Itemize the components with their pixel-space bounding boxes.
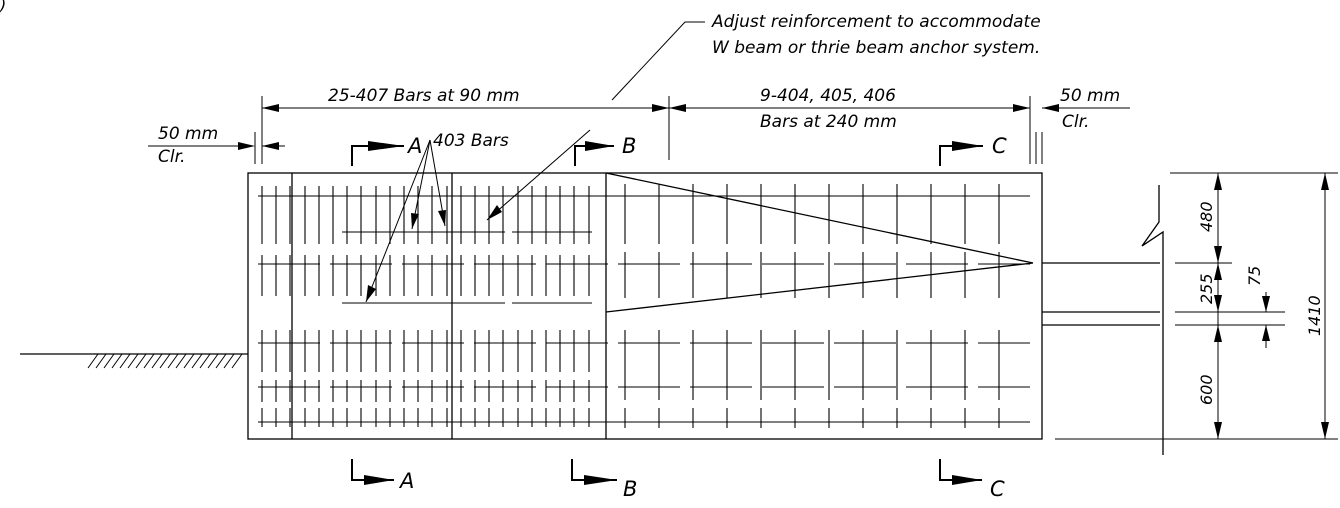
beam-break-line — [1042, 185, 1164, 455]
soil-hatch-stroke — [127, 353, 139, 369]
soil-hatch-stroke — [143, 353, 155, 369]
ground-line — [20, 353, 248, 369]
soil-hatch-stroke — [87, 353, 99, 369]
soil-hatch-stroke — [223, 353, 235, 369]
dim-480-label: 480 — [1197, 201, 1216, 232]
soil-hatch-stroke — [183, 353, 195, 369]
soil-hatch-stroke — [95, 353, 107, 369]
dim-bars-404-label-line1: 9-404, 405, 406 — [760, 86, 896, 106]
dim-75-label: 75 — [1245, 266, 1264, 286]
soil-hatch — [87, 353, 243, 369]
dim-bars-404-label-line2: Bars at 240 mm — [760, 112, 897, 132]
leader-lines — [365, 21, 705, 303]
dim-600-label: 600 — [1197, 374, 1216, 405]
section-markers — [351, 141, 983, 485]
soil-hatch-stroke — [135, 353, 147, 369]
soil-hatch-stroke — [119, 353, 131, 369]
soil-hatch-stroke — [103, 353, 115, 369]
clr-right-line2: Clr. — [1062, 112, 1089, 132]
section-c-bottom: C — [990, 477, 1005, 501]
concrete-outline — [247, 172, 1043, 440]
dim-1410-label: 1410 — [1305, 295, 1324, 336]
section-a-bottom: A — [398, 469, 414, 493]
soil-hatch-stroke — [151, 353, 163, 369]
dim-255-label: 255 — [1197, 273, 1216, 304]
soil-hatch-stroke — [167, 353, 179, 369]
section-b-top: B — [622, 134, 636, 158]
soil-hatch-stroke — [231, 353, 243, 369]
figure-label: ) — [0, 0, 6, 14]
soil-hatch-stroke — [111, 353, 123, 369]
clr-right-line1: 50 mm — [1060, 86, 1120, 106]
clr-left-line1: 50 mm — [158, 124, 218, 144]
note-adjust-line2: W beam or thrie beam anchor system. — [712, 38, 1040, 58]
top-dimensions — [148, 96, 1130, 164]
soil-hatch-stroke — [215, 353, 227, 369]
soil-hatch-stroke — [199, 353, 211, 369]
soil-hatch-stroke — [175, 353, 187, 369]
section-c-top: C — [992, 134, 1007, 158]
section-a-top: A — [406, 134, 422, 158]
right-dimensions — [1055, 172, 1338, 440]
section-b-bottom: B — [623, 477, 637, 501]
anchor-taper-lines — [605, 172, 1034, 313]
soil-hatch-stroke — [159, 353, 171, 369]
soil-hatch-stroke — [191, 353, 203, 369]
dim-bars-407-label: 25-407 Bars at 90 mm — [328, 86, 520, 106]
reinforcement-bars — [258, 184, 1030, 428]
soil-hatch-stroke — [207, 353, 219, 369]
clr-left-line2: Clr. — [158, 147, 185, 167]
note-adjust-line1: Adjust reinforcement to accommodate — [711, 12, 1041, 32]
bars-403-label: 403 Bars — [433, 131, 509, 151]
